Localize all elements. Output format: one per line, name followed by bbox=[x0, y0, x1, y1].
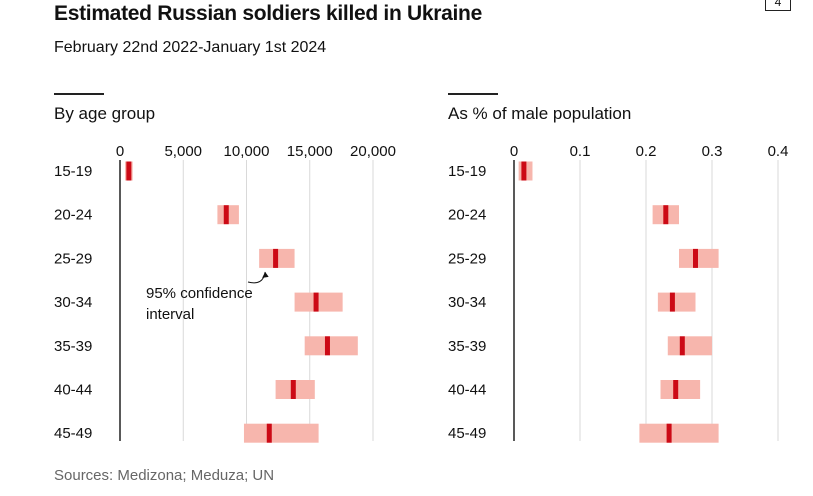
panel2-category-label: 35-39 bbox=[448, 338, 486, 355]
panel2-x-tick-label: 0.3 bbox=[702, 143, 723, 160]
panel1-estimate-mark bbox=[126, 161, 132, 181]
panel1-x-tick-label: 5,000 bbox=[164, 143, 202, 160]
panel2-estimate-mark bbox=[673, 380, 679, 399]
panel1-category-label: 40-44 bbox=[54, 382, 92, 399]
panel2-category-label: 30-34 bbox=[448, 294, 486, 311]
panel2-interval-bar bbox=[660, 380, 701, 399]
panel1-interval-bar bbox=[243, 423, 319, 443]
source-note: Sources: Medizona; Meduza; UN bbox=[54, 467, 275, 484]
annotation-arrowhead bbox=[262, 271, 269, 278]
panel1-estimate-mark bbox=[313, 292, 319, 312]
panel2-estimate-mark bbox=[663, 205, 669, 225]
panel-title-left: By age group bbox=[54, 104, 156, 123]
panel1-estimate-mark bbox=[266, 423, 272, 443]
panel2-estimate-mark bbox=[679, 336, 685, 356]
panel1-category-label: 25-29 bbox=[54, 250, 92, 267]
panel-rule-right bbox=[448, 93, 498, 95]
panel2-x-tick-label: 0.1 bbox=[570, 143, 591, 160]
panel1-estimate-mark bbox=[324, 336, 330, 356]
panel2-category-label: 25-29 bbox=[448, 250, 486, 267]
panel2-estimate-mark bbox=[521, 161, 527, 181]
panel1-category-label: 45-49 bbox=[54, 425, 92, 442]
panel1-interval-bar bbox=[304, 336, 358, 356]
panel1-x-tick-label: 20,000 bbox=[350, 143, 396, 160]
panel2-interval-bar bbox=[679, 248, 719, 268]
annotation-label: 95% confidence bbox=[146, 285, 253, 302]
panel-title-right: As % of male population bbox=[448, 104, 632, 123]
panel1-estimate-mark bbox=[290, 380, 296, 399]
panel2-interval-bar bbox=[639, 423, 719, 443]
panel2-category-label: 40-44 bbox=[448, 382, 486, 399]
panel2-x-tick-label: 0.4 bbox=[768, 143, 789, 160]
panel1-category-label: 20-24 bbox=[54, 207, 92, 224]
panel2-estimate-mark bbox=[693, 248, 698, 268]
panel1-x-tick-label: 0 bbox=[116, 143, 124, 160]
panel1-x-tick-label: 10,000 bbox=[224, 143, 270, 160]
panel2-x-tick-label: 0 bbox=[510, 143, 518, 160]
panel1-x-tick-label: 15,000 bbox=[287, 143, 333, 160]
panel2-category-label: 45-49 bbox=[448, 425, 486, 442]
annotation-label: interval bbox=[146, 306, 194, 323]
panel1-category-label: 35-39 bbox=[54, 338, 92, 355]
panel2-x-tick-label: 0.2 bbox=[636, 143, 657, 160]
panel2-category-label: 15-19 bbox=[448, 163, 486, 180]
panel1-category-label: 30-34 bbox=[54, 294, 92, 311]
page-badge: 4 bbox=[765, 0, 791, 11]
panel-rule-left bbox=[54, 93, 104, 95]
panel2-interval-bar bbox=[657, 292, 696, 312]
panel2-estimate-mark bbox=[669, 292, 675, 312]
panel1-estimate-mark bbox=[223, 205, 229, 225]
chart-title: Estimated Russian soldiers killed in Ukr… bbox=[54, 2, 482, 25]
panel2-interval-bar bbox=[667, 336, 712, 356]
chart-subtitle: February 22nd 2022-January 1st 2024 bbox=[54, 39, 327, 56]
panel2-estimate-mark bbox=[666, 423, 672, 443]
panel1-interval-bar bbox=[294, 292, 343, 312]
panel2-category-label: 20-24 bbox=[448, 207, 486, 224]
panel1-category-label: 15-19 bbox=[54, 163, 92, 180]
panel1-estimate-mark bbox=[273, 248, 279, 268]
